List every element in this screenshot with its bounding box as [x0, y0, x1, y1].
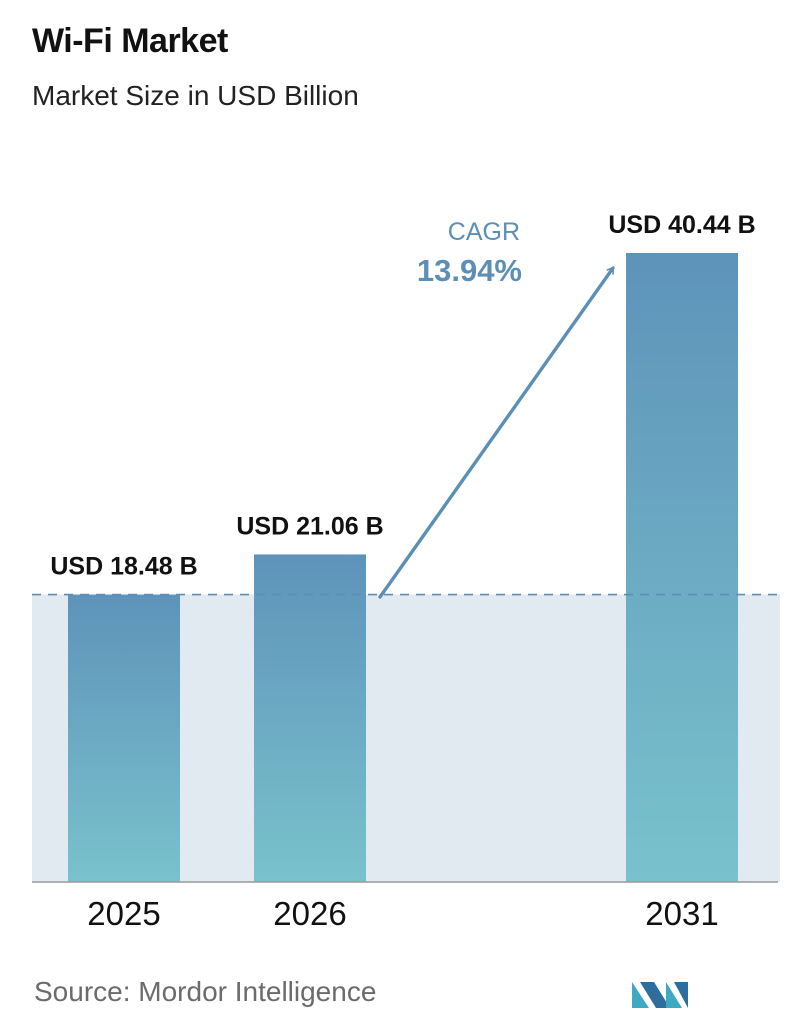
- bar-2025: [68, 594, 180, 882]
- value-label-2031: USD 40.44 B: [608, 211, 755, 239]
- x-tick-label-2026: 2026: [273, 895, 346, 932]
- value-label-2026: USD 21.06 B: [236, 512, 383, 540]
- bar-chart: USD 18.48 B USD 21.06 B USD 40.44 B 2025 202…: [32, 211, 780, 932]
- mordor-intelligence-logo: [632, 982, 688, 1008]
- x-tick-label-2025: 2025: [87, 895, 160, 932]
- cagr-arrow: [378, 266, 615, 599]
- x-tick-label-2031: 2031: [645, 895, 718, 932]
- chart-subtitle: Market Size in USD Billion: [32, 80, 359, 111]
- source-note: Source: Mordor Intelligence: [34, 976, 377, 1007]
- cagr-value: 13.94%: [417, 253, 522, 288]
- value-label-2025: USD 18.48 B: [50, 553, 197, 581]
- chart-title: Wi-Fi Market: [32, 22, 228, 60]
- bar-2031: [626, 253, 738, 882]
- cagr-label: CAGR: [448, 218, 520, 246]
- bar-2026: [254, 554, 366, 882]
